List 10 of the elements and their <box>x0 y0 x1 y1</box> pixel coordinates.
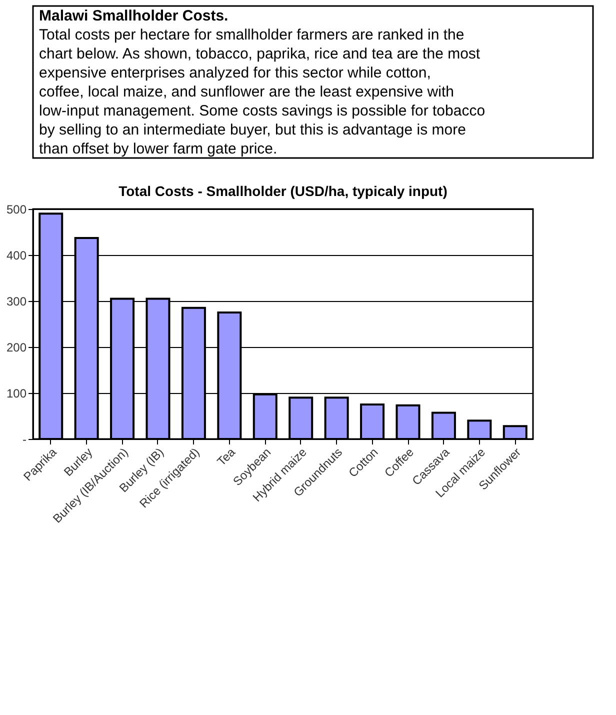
text: Malawi Smallholder Costs. <box>39 8 228 24</box>
y-tick-label: - <box>22 432 26 446</box>
y-tick-label: 300 <box>6 294 27 308</box>
y-tick-label: 500 <box>6 202 27 216</box>
chart-title: Total Costs - Smallholder (USD/ha, typicaly input) <box>118 183 448 199</box>
text: Total costs per hectare for smallholder farmers are ranked in the chart below. As shown, tobacco, paprika, rice and tea are the most expensive enterprises analyzed for this sector while cotton, coffee, local maize, and sunflower are the least expensive with low-input management. Some costs savings is possible for tobacco by selling to an intermediate buyer, but this is advantage is more than offset by lower farm gate price. <box>39 26 486 158</box>
y-tick-label: 200 <box>6 340 27 354</box>
x-tick-label: Tea <box>214 444 238 469</box>
y-tick-label: 400 <box>6 248 27 262</box>
y-tick-label: 100 <box>6 386 27 400</box>
